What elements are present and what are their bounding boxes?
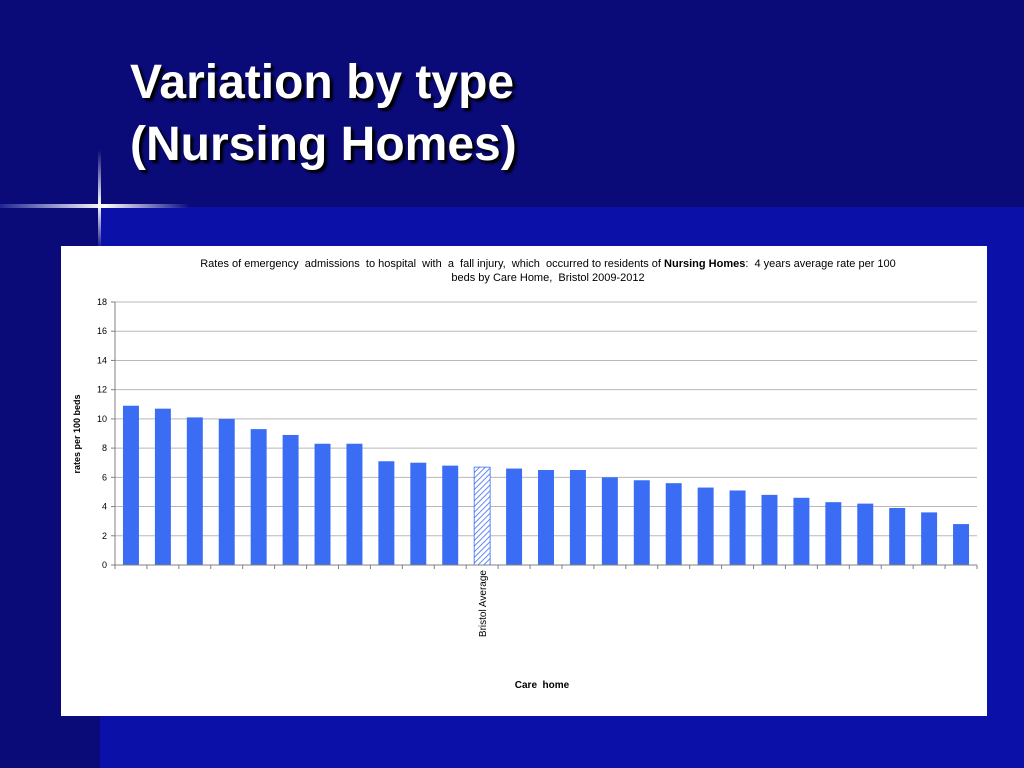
- tick-labels: 0 2 4 6 8 10 12 14 16 18 Bristol Average: [97, 297, 489, 637]
- bar: [282, 434, 299, 565]
- chart-title-bold: Nursing Homes: [664, 258, 745, 270]
- slide-title-line1: Variation by type: [130, 56, 515, 109]
- bar: [697, 487, 714, 565]
- x-tick-label-bristol-average: Bristol Average: [478, 570, 489, 638]
- chart-title-prefix: Rates of emergency admissions to hospita…: [200, 258, 664, 270]
- bar: [218, 418, 235, 565]
- bar: [314, 443, 331, 565]
- y-tick-label: 16: [97, 326, 107, 336]
- chart-title-line2: beds by Care Home, Bristol 2009-2012: [451, 272, 644, 284]
- bar: [250, 429, 267, 565]
- y-tick-label: 6: [102, 472, 107, 482]
- y-tick-label: 4: [102, 502, 107, 512]
- bar: [538, 470, 554, 565]
- bar: [729, 490, 746, 565]
- x-axis-label: Care home: [515, 680, 570, 691]
- bar: [442, 465, 459, 565]
- bar: [601, 477, 618, 565]
- bar: [633, 480, 650, 565]
- slide-title: Variation by type (Nursing Homes): [130, 52, 517, 176]
- bar: [953, 524, 970, 565]
- bar: [378, 461, 395, 565]
- bar: [186, 417, 203, 565]
- y-tick-label: 0: [102, 560, 107, 570]
- bar: [506, 468, 523, 565]
- bar: [857, 503, 874, 565]
- y-tick-label: 8: [102, 443, 107, 453]
- bar: [346, 443, 363, 565]
- y-tick-label: 12: [97, 385, 107, 395]
- bar: [921, 512, 938, 565]
- axes: [111, 301, 978, 569]
- bar: [154, 408, 171, 565]
- slide-title-line2: (Nursing Homes): [130, 118, 517, 171]
- bar: [122, 405, 139, 565]
- y-tick-label: 10: [97, 414, 107, 424]
- bars: [122, 405, 970, 566]
- y-axis-label: rates per 100 beds: [72, 394, 82, 473]
- bar: [410, 462, 427, 565]
- chart-title-line1: Rates of emergency admissions to hospita…: [200, 258, 896, 270]
- title-band: [0, 0, 1024, 207]
- bar: [569, 470, 586, 565]
- bar: [889, 508, 906, 565]
- y-tick-label: 18: [97, 297, 107, 307]
- y-tick-label: 14: [97, 355, 107, 365]
- bar: [825, 502, 842, 565]
- bar-chart: Rates of emergency admissions to hospita…: [72, 258, 978, 691]
- y-tick-label: 2: [102, 531, 107, 541]
- bar: [793, 497, 810, 565]
- bar: [665, 483, 682, 565]
- bar-bristol-average: [473, 466, 491, 566]
- chart-title-suffix: : 4 years average rate per 100: [745, 258, 895, 270]
- sparkle-vertical: [98, 150, 101, 250]
- sparkle-horizontal: [0, 204, 190, 208]
- chart-panel: Rates of emergency admissions to hospita…: [61, 246, 987, 716]
- bar: [761, 494, 778, 565]
